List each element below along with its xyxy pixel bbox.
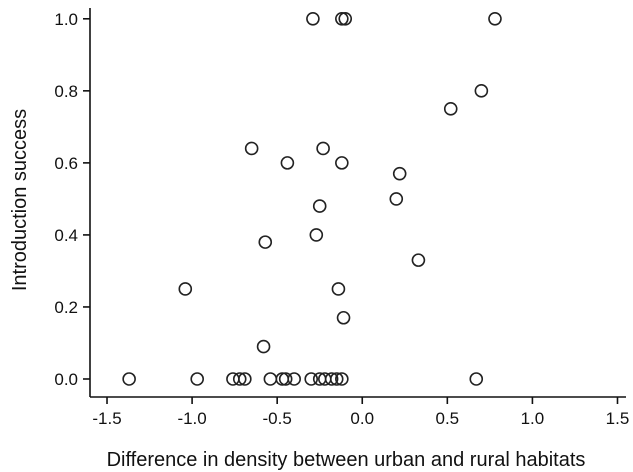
data-point	[389, 192, 404, 206]
data-point	[232, 372, 247, 386]
y-tick-label: 0.0	[54, 370, 78, 389]
data-point	[309, 228, 324, 242]
data-point	[238, 372, 252, 386]
data-point	[312, 199, 327, 213]
y-tick-label: 0.8	[54, 82, 78, 101]
data-point	[324, 372, 339, 386]
x-tick-label: -1.5	[92, 409, 121, 428]
x-tick-label: -0.5	[263, 409, 292, 428]
data-point	[258, 235, 273, 249]
y-tick-label: 0.2	[54, 298, 78, 317]
y-tick-label: 0.6	[54, 154, 78, 173]
data-point	[226, 372, 240, 386]
x-axis-title: Difference in density between urban and …	[107, 449, 586, 471]
data-point	[263, 372, 278, 386]
data-point	[329, 372, 344, 386]
data-point	[306, 12, 320, 26]
data-point	[304, 372, 319, 386]
y-axis-title: Introduction success	[9, 109, 31, 291]
data-point	[488, 12, 502, 26]
data-point	[469, 372, 484, 386]
data-point	[474, 84, 489, 98]
x-tick-label: 0.0	[350, 409, 374, 428]
x-tick-label: -1.0	[177, 409, 206, 428]
x-tick-label: 1.0	[521, 409, 545, 428]
data-point	[335, 156, 349, 170]
ticks: -1.5 -1.0 -0.5 0.0 0.5 1.0 1.5 0.0 0.2 0.4 0.6 0.8 1…	[54, 10, 629, 428]
data-point	[335, 12, 349, 26]
data-point	[278, 372, 293, 386]
data-point	[331, 282, 346, 296]
data-point	[244, 141, 259, 156]
data-point	[178, 282, 193, 296]
data-point	[287, 372, 301, 386]
data-point	[443, 102, 458, 116]
data-point	[256, 339, 271, 354]
y-tick-label: 1.0	[54, 10, 78, 29]
data-point	[190, 372, 204, 386]
axes	[89, 8, 626, 398]
data-point	[335, 372, 349, 386]
data-point	[316, 141, 330, 156]
data-point	[411, 253, 426, 267]
x-tick-label: 1.5	[606, 409, 630, 428]
y-tick-label: 0.4	[54, 226, 78, 245]
data-point	[122, 372, 136, 386]
data-points	[122, 12, 502, 386]
data-point	[280, 156, 295, 170]
x-tick-label: 0.5	[436, 409, 460, 428]
data-point	[392, 166, 407, 181]
data-point	[338, 12, 353, 26]
data-point	[336, 310, 351, 325]
